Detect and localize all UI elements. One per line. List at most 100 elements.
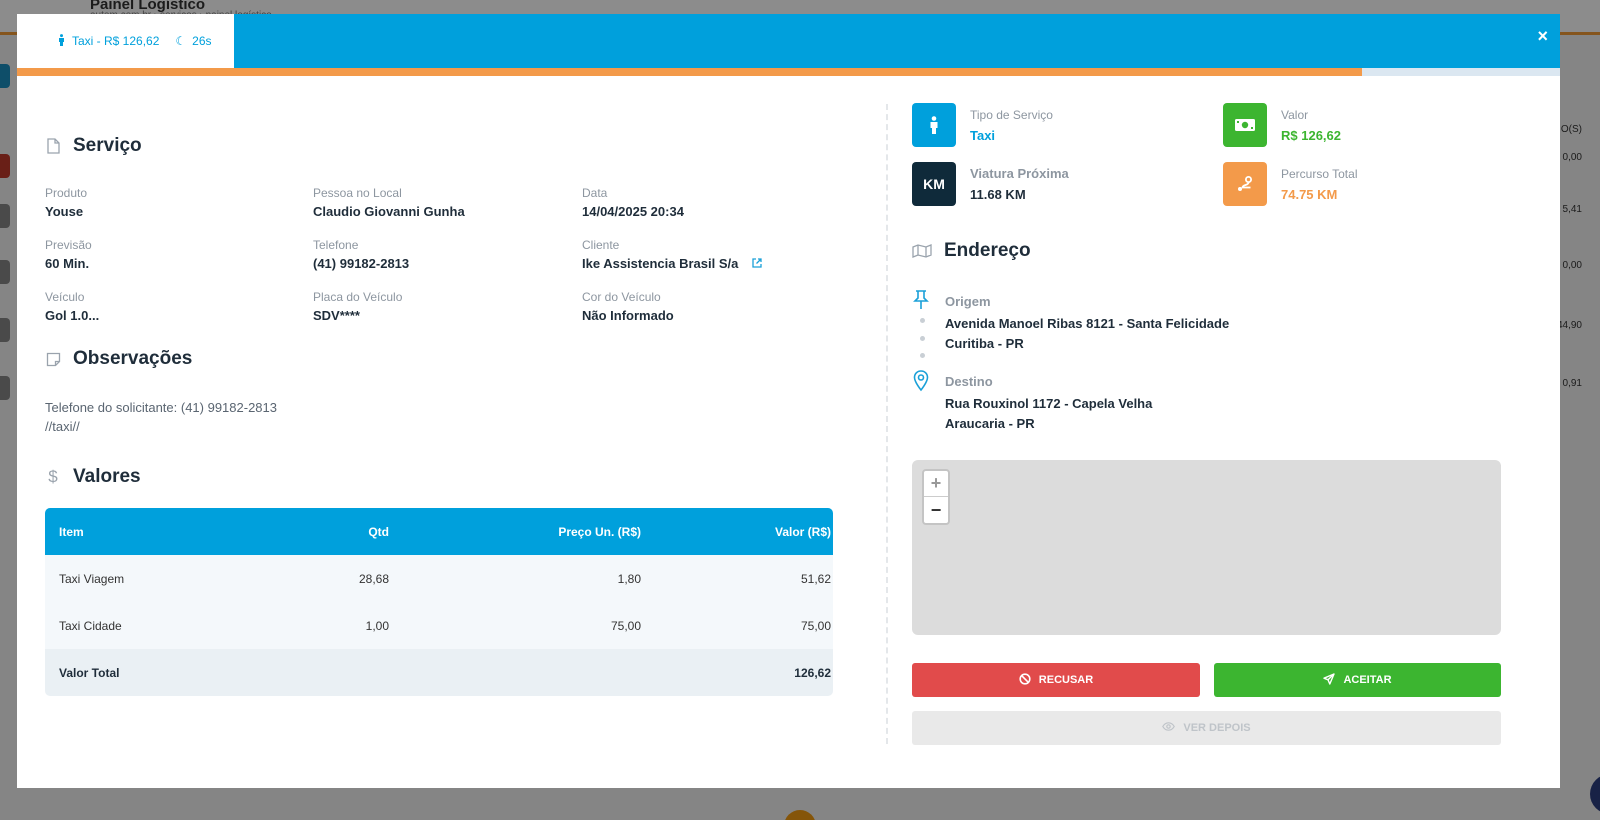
section-title-servico: Serviço <box>45 135 142 157</box>
address-label: Origem <box>945 294 991 309</box>
route-icon <box>1223 162 1267 206</box>
field-veiculo: Veículo Gol 1.0... <box>45 290 305 323</box>
person-standing-icon <box>912 103 956 147</box>
background-chat-button <box>1590 774 1600 814</box>
address-origem: Origem Avenida Manoel Ribas 8121 - Santa… <box>945 294 1229 354</box>
moon-icon: ☾ <box>175 34 187 48</box>
field-value-text: SDV**** <box>313 308 360 323</box>
table-cell: 75,00 <box>800 618 831 633</box>
field-value-text: Gol 1.0... <box>45 308 100 323</box>
table-total-value: 126,62 <box>794 665 831 680</box>
field-value-text: Claudio Giovanni Gunha <box>313 204 465 219</box>
section-title-observacoes: Observações <box>45 348 192 370</box>
background-value: 0,00 <box>1562 152 1582 163</box>
accept-button-label: ACEITAR <box>1343 674 1392 686</box>
background-value: 5,41 <box>1562 204 1582 215</box>
sticky-note-icon <box>45 352 61 367</box>
field-value: Não Informado <box>582 308 842 323</box>
external-link-icon[interactable] <box>752 257 762 271</box>
field-label: Cliente <box>582 238 620 252</box>
map-zoom-control: + − <box>922 469 950 525</box>
map-zoom-in-button[interactable]: + <box>924 471 948 497</box>
address-destino: Destino Rua Rouxinol 1172 - Capela Velha… <box>945 374 1152 434</box>
close-button[interactable]: × <box>1537 26 1548 46</box>
background-value: 0,91 <box>1562 378 1582 389</box>
field-value-text: 14/04/2025 20:34 <box>582 204 684 219</box>
observacoes-line: //taxi// <box>45 419 80 434</box>
info-card-label: Percurso Total <box>1281 166 1358 181</box>
accept-button[interactable]: ACEITAR <box>1214 663 1501 697</box>
address-line: Araucaria - PR <box>945 416 1035 431</box>
info-card-tipo-servico: Tipo de Serviço Taxi <box>912 103 1053 147</box>
table-row: Taxi Cidade 1,00 75,00 75,00 <box>45 602 833 649</box>
tab-timer-text: 26s <box>192 34 212 48</box>
background-side-button <box>0 154 10 178</box>
field-label: Placa do Veículo <box>313 290 403 304</box>
map-zoom-out-button[interactable]: − <box>930 499 942 520</box>
table-header-cell: Preço Un. (R$) <box>558 524 641 539</box>
table-cell: Taxi Viagem <box>59 571 125 586</box>
countdown-progress-fill <box>17 68 1363 76</box>
table-cell: 1,80 <box>617 571 641 586</box>
money-icon <box>1223 103 1267 147</box>
table-total-label: Valor Total <box>59 665 120 680</box>
service-modal: Taxi - R$ 126,62 ☾ 26s × Serviço Produto… <box>17 14 1560 788</box>
modal-tab-active[interactable]: Taxi - R$ 126,62 ☾ 26s <box>17 14 234 68</box>
person-standing-icon <box>57 33 66 49</box>
map-icon <box>912 243 932 259</box>
field-cliente: Cliente Ike Assistencia Brasil S/a <box>582 238 842 271</box>
field-placa: Placa do Veículo SDV**** <box>313 290 573 323</box>
table-header-cell: Qtd <box>368 524 389 539</box>
background-fab-button <box>784 810 816 820</box>
info-card-viatura-proxima: KM Viatura Próxima 11.68 KM <box>912 162 1069 206</box>
km-badge: KM <box>912 162 956 206</box>
field-produto: Produto Youse <box>45 186 305 219</box>
tab-service-text: Taxi - R$ 126,62 <box>72 34 160 48</box>
field-value: 60 Min. <box>45 256 305 271</box>
table-cell: 1,00 <box>365 618 389 633</box>
field-label: Data <box>582 186 608 200</box>
background-side-button <box>0 376 10 400</box>
background-value: 44,90 <box>1556 320 1582 331</box>
ban-icon <box>1019 672 1031 688</box>
address-label: Destino <box>945 374 993 389</box>
info-card-percurso-total: Percurso Total 74.75 KM <box>1223 162 1357 206</box>
section-title-text: Observações <box>73 348 193 369</box>
section-title-text: Serviço <box>73 135 142 156</box>
field-value: Claudio Giovanni Gunha <box>313 204 573 219</box>
field-value: Ike Assistencia Brasil S/a <box>582 256 842 271</box>
field-value-text: Ike Assistencia Brasil S/a <box>582 256 739 271</box>
route-dot <box>920 353 925 358</box>
field-label: Pessoa no Local <box>313 186 402 200</box>
info-card-value: 74.75 KM <box>1281 186 1338 202</box>
field-value-text: (41) 99182-2813 <box>313 256 410 271</box>
field-value: Youse <box>45 204 305 219</box>
info-card-value: 11.68 KM <box>970 187 1026 202</box>
table-header-row: Item Qtd Preço Un. (R$) Valor (R$) <box>45 508 833 555</box>
background-side-button <box>0 64 10 88</box>
pin-icon <box>913 290 929 315</box>
field-telefone: Telefone (41) 99182-2813 <box>313 238 573 271</box>
field-value-text: Youse <box>45 204 84 219</box>
field-label: Veículo <box>45 290 85 304</box>
table-cell: 28,68 <box>358 571 389 586</box>
field-value: SDV**** <box>313 308 573 323</box>
valores-table: Item Qtd Preço Un. (R$) Valor (R$) Taxi … <box>45 508 833 696</box>
background-value: 0,00 <box>1562 260 1582 271</box>
section-title-endereco: Endereço <box>912 240 1031 262</box>
table-total-row: Valor Total 126,62 <box>45 649 833 696</box>
field-value-text: 60 Min. <box>45 256 90 271</box>
background-side-button <box>0 318 10 342</box>
field-value: 14/04/2025 20:34 <box>582 204 842 219</box>
reject-button[interactable]: RECUSAR <box>912 663 1200 697</box>
field-pessoa-no-local: Pessoa no Local Claudio Giovanni Gunha <box>313 186 573 219</box>
field-label: Telefone <box>313 238 359 252</box>
modal-header: Taxi - R$ 126,62 ☾ 26s × <box>17 14 1560 68</box>
document-icon <box>45 138 61 154</box>
route-map[interactable]: + − <box>912 460 1501 635</box>
field-previsao: Previsão 60 Min. <box>45 238 305 271</box>
view-later-button[interactable]: VER DEPOIS <box>912 711 1501 745</box>
address-line: Avenida Manoel Ribas 8121 - Santa Felici… <box>945 316 1230 331</box>
address-line: Rua Rouxinol 1172 - Capela Velha <box>945 396 1153 411</box>
field-value: (41) 99182-2813 <box>313 256 573 271</box>
